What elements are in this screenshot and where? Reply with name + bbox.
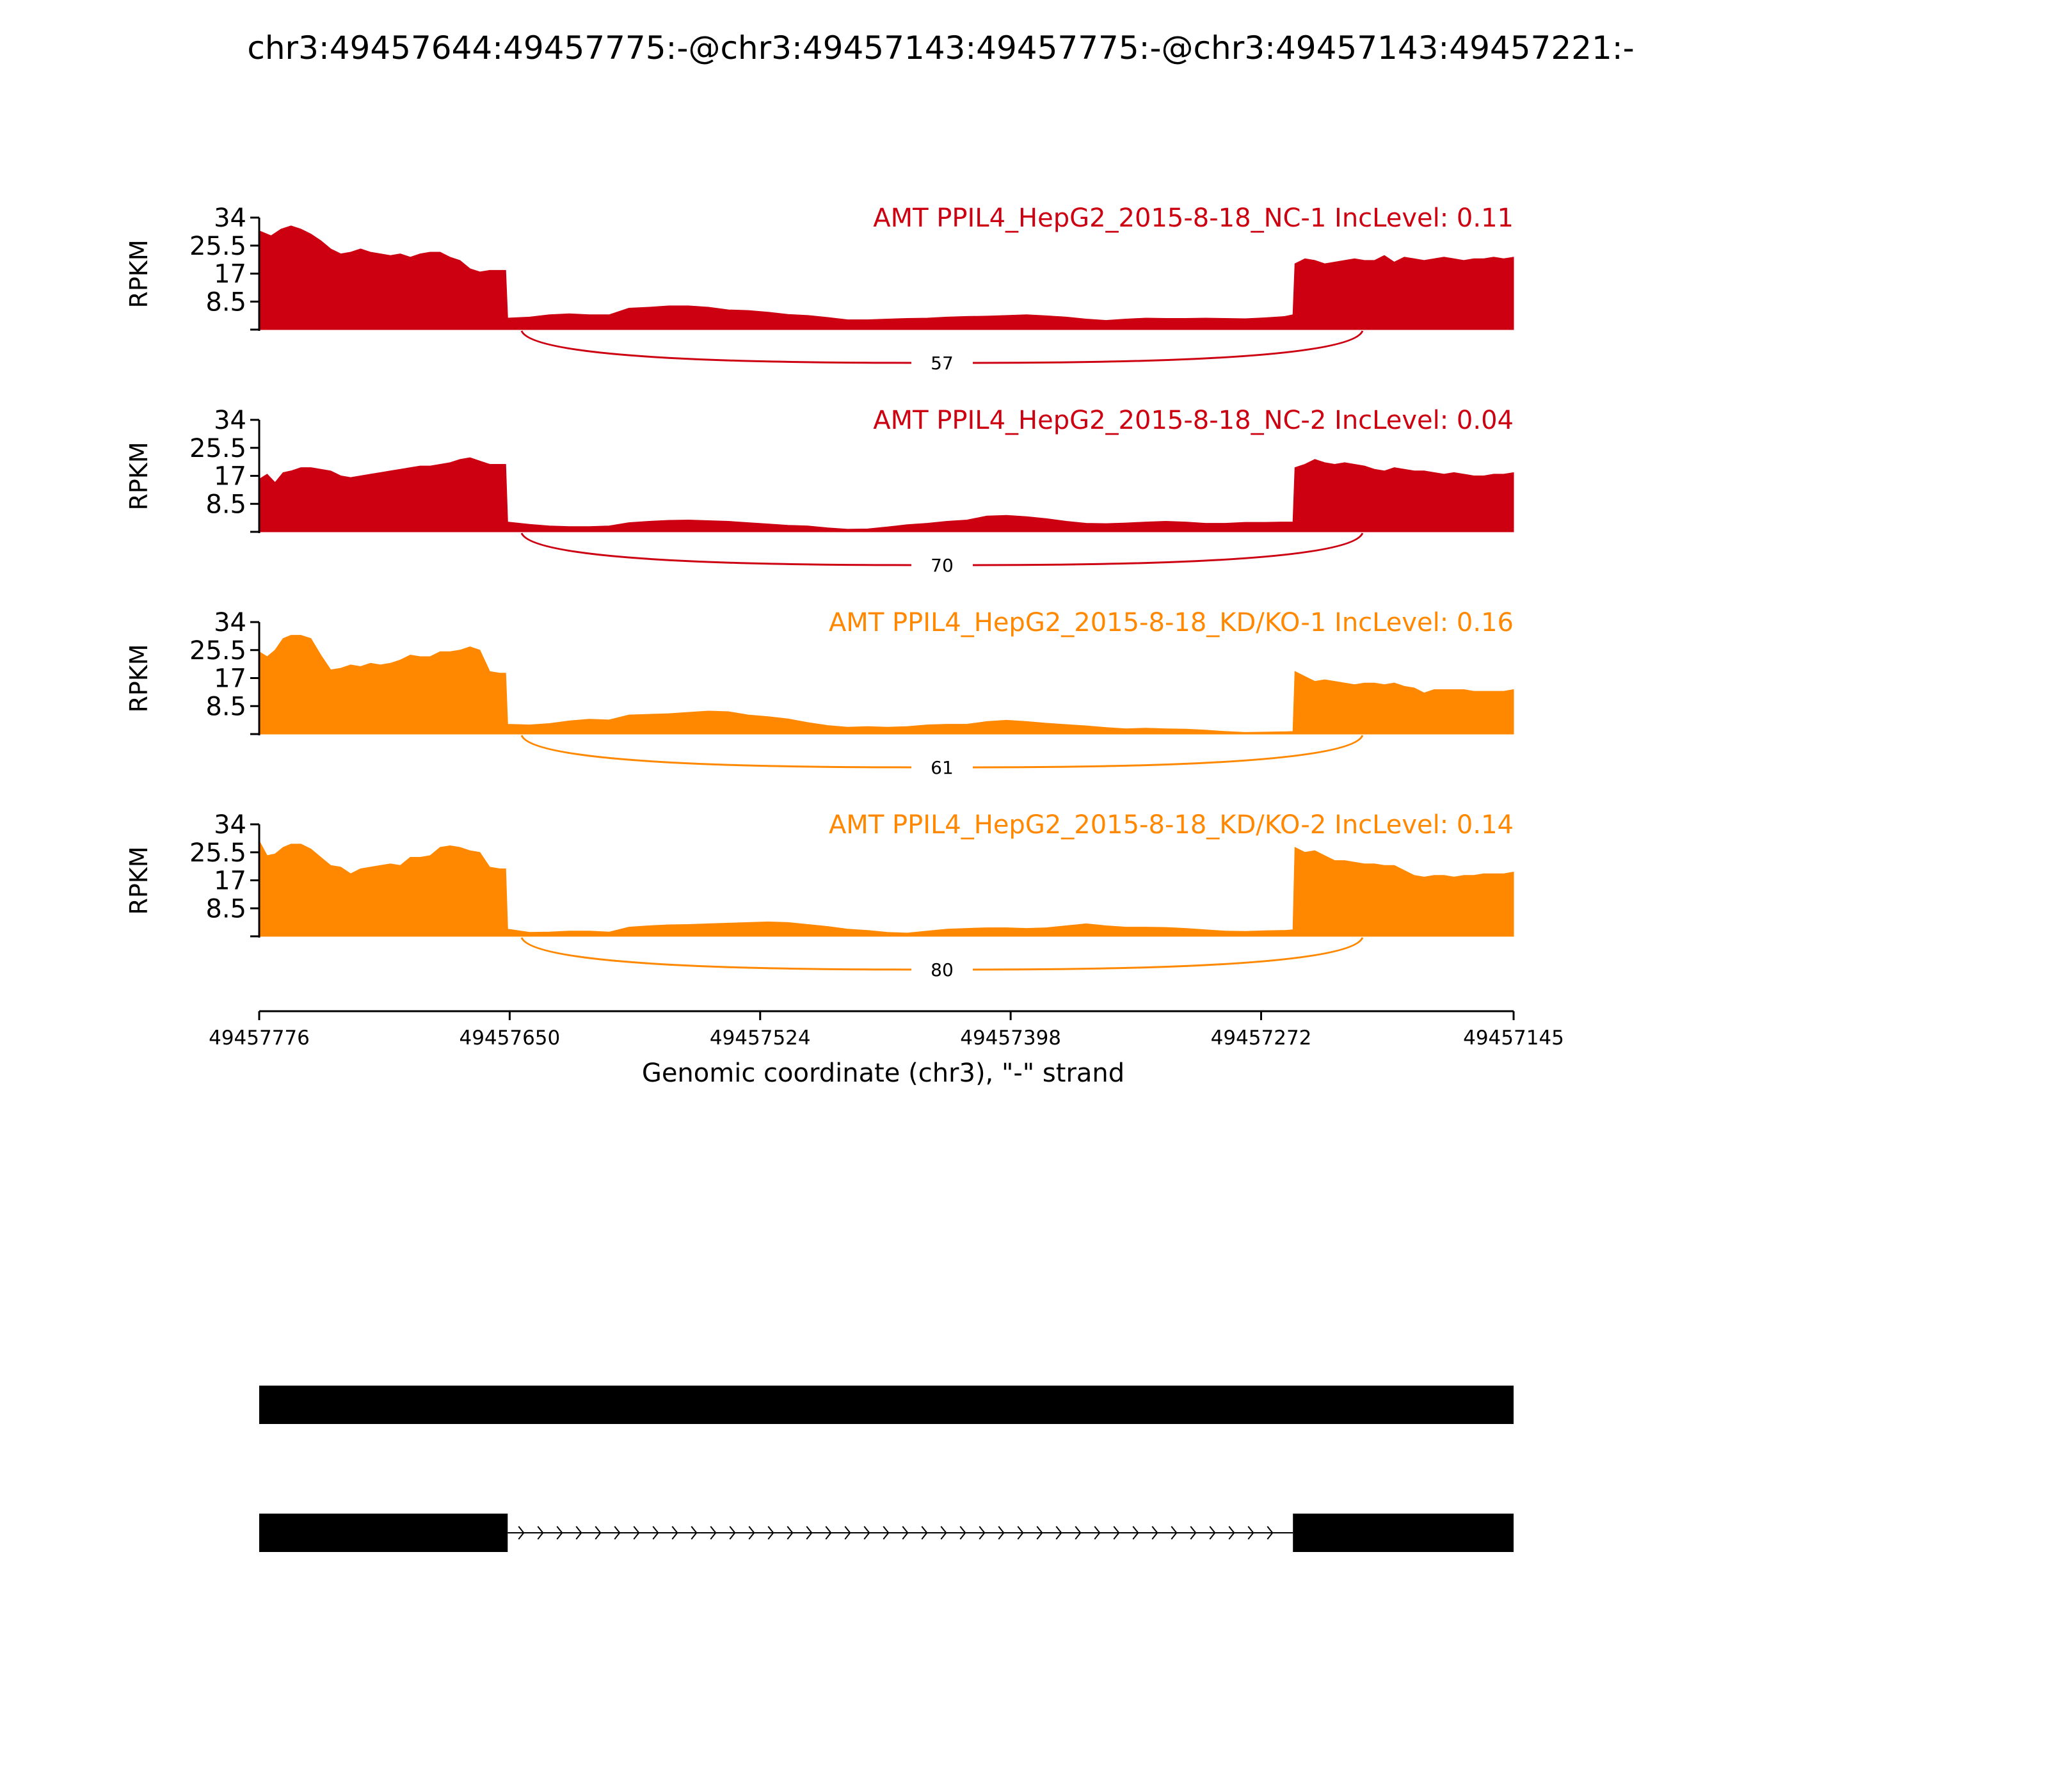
sample-label: AMT PPIL4_HepG2_2015-8-18_NC-2 IncLevel:… [873,406,1514,435]
sample-label: AMT PPIL4_HepG2_2015-8-18_KD/KO-1 IncLev… [829,608,1514,637]
coverage-area [259,457,1514,532]
x-tick-label: 49457524 [710,1027,811,1050]
strand-arrow [1017,1526,1024,1540]
x-tick-label: 49457776 [209,1027,310,1050]
strand-arrow [556,1526,563,1540]
strand-arrow [825,1526,832,1540]
strand-arrow [729,1526,736,1540]
strand-arrow [595,1526,602,1540]
strand-arrow [806,1526,813,1540]
strand-arrow [1151,1526,1158,1540]
y-tick-label: 25.5 [189,838,246,868]
y-tick-label: 8.5 [205,490,246,519]
strand-arrow [691,1526,698,1540]
y-tick-label: 34 [214,204,246,233]
x-axis: 49457776 49457650 49457524 49457398 49457272… [209,1010,1564,1050]
strand-arrow [844,1526,851,1540]
strand-arrow [575,1526,582,1540]
junction-count-box [911,353,973,373]
x-tick-label: 49457272 [1211,1027,1312,1050]
y-tick-label: 17 [214,462,246,492]
strand-arrow [787,1526,794,1540]
junction-count-box [911,959,973,980]
strand-arrow [863,1526,870,1540]
junction-count-box [911,757,973,778]
strand-arrow [1094,1526,1101,1540]
y-tick-label: 8.5 [205,894,246,924]
chart-title: chr3:49457644:49457775:-@chr3:49457143:4… [247,29,1634,67]
strand-arrow [921,1526,928,1540]
strand-arrow [537,1526,544,1540]
junction-count-box [911,555,973,575]
strand-arrow [940,1526,947,1540]
strand-arrow [979,1526,986,1540]
x-tick-label: 49457650 [459,1027,560,1050]
y-axis-label: RPKM [125,239,153,308]
y-axis-label: RPKM [125,644,153,712]
strand-arrow [633,1526,640,1540]
y-axis-label: RPKM [125,442,153,510]
strand-arrow [1228,1526,1235,1540]
y-tick-label: 25.5 [189,232,246,261]
sample-label: AMT PPIL4_HepG2_2015-8-18_KD/KO-2 IncLev… [829,810,1514,840]
junction-count: 80 [931,959,954,980]
y-tick-label: 17 [214,260,246,289]
strand-arrow [748,1526,755,1540]
strand-arrow [1113,1526,1120,1540]
exon-block [259,1386,1514,1424]
y-tick-label: 25.5 [189,434,246,463]
y-tick-label: 8.5 [205,692,246,721]
x-tick-label: 49457398 [960,1027,1061,1050]
strand-arrow [767,1526,774,1540]
strand-arrow [1075,1526,1082,1540]
y-tick-label: 34 [214,810,246,840]
strand-arrow [652,1526,659,1540]
junction-count: 61 [931,757,954,778]
isoform-track [259,1386,1514,1552]
isoform [259,1514,1514,1552]
coverage-area [259,840,1514,937]
strand-arrow [614,1526,621,1540]
y-tick-label: 8.5 [205,287,246,317]
y-tick-label: 17 [214,664,246,694]
exon-block [259,1514,508,1552]
strand-arrow [1190,1526,1197,1540]
x-tick-label: 49457145 [1463,1027,1564,1050]
coverage-area [259,635,1514,735]
strand-arrow [1055,1526,1062,1540]
junction-count: 57 [931,353,954,374]
exon-block [1293,1514,1514,1552]
coverage-area [259,225,1514,330]
y-tick-label: 17 [214,867,246,896]
sample-label: AMT PPIL4_HepG2_2015-8-18_NC-1 IncLevel:… [873,204,1514,233]
y-tick-label: 25.5 [189,636,246,666]
strand-arrow [1267,1526,1274,1540]
strand-arrow [1132,1526,1139,1540]
strand-arrow [998,1526,1005,1540]
strand-arrow [883,1526,890,1540]
y-tick-label: 34 [214,608,246,637]
y-tick-label: 34 [214,406,246,435]
x-axis-label: Genomic coordinate (chr3), "-" strand [642,1059,1124,1088]
strand-arrow [902,1526,909,1540]
strand-arrow [518,1526,525,1540]
y-axis-label: RPKM [125,846,153,915]
strand-arrow [710,1526,717,1540]
strand-arrow [959,1526,966,1540]
strand-arrow [671,1526,678,1540]
isoform [259,1386,1514,1424]
strand-arrow [1247,1526,1254,1540]
junction-count: 70 [931,555,954,576]
strand-arrow [1171,1526,1178,1540]
strand-arrow [1209,1526,1216,1540]
strand-arrow [1036,1526,1043,1540]
